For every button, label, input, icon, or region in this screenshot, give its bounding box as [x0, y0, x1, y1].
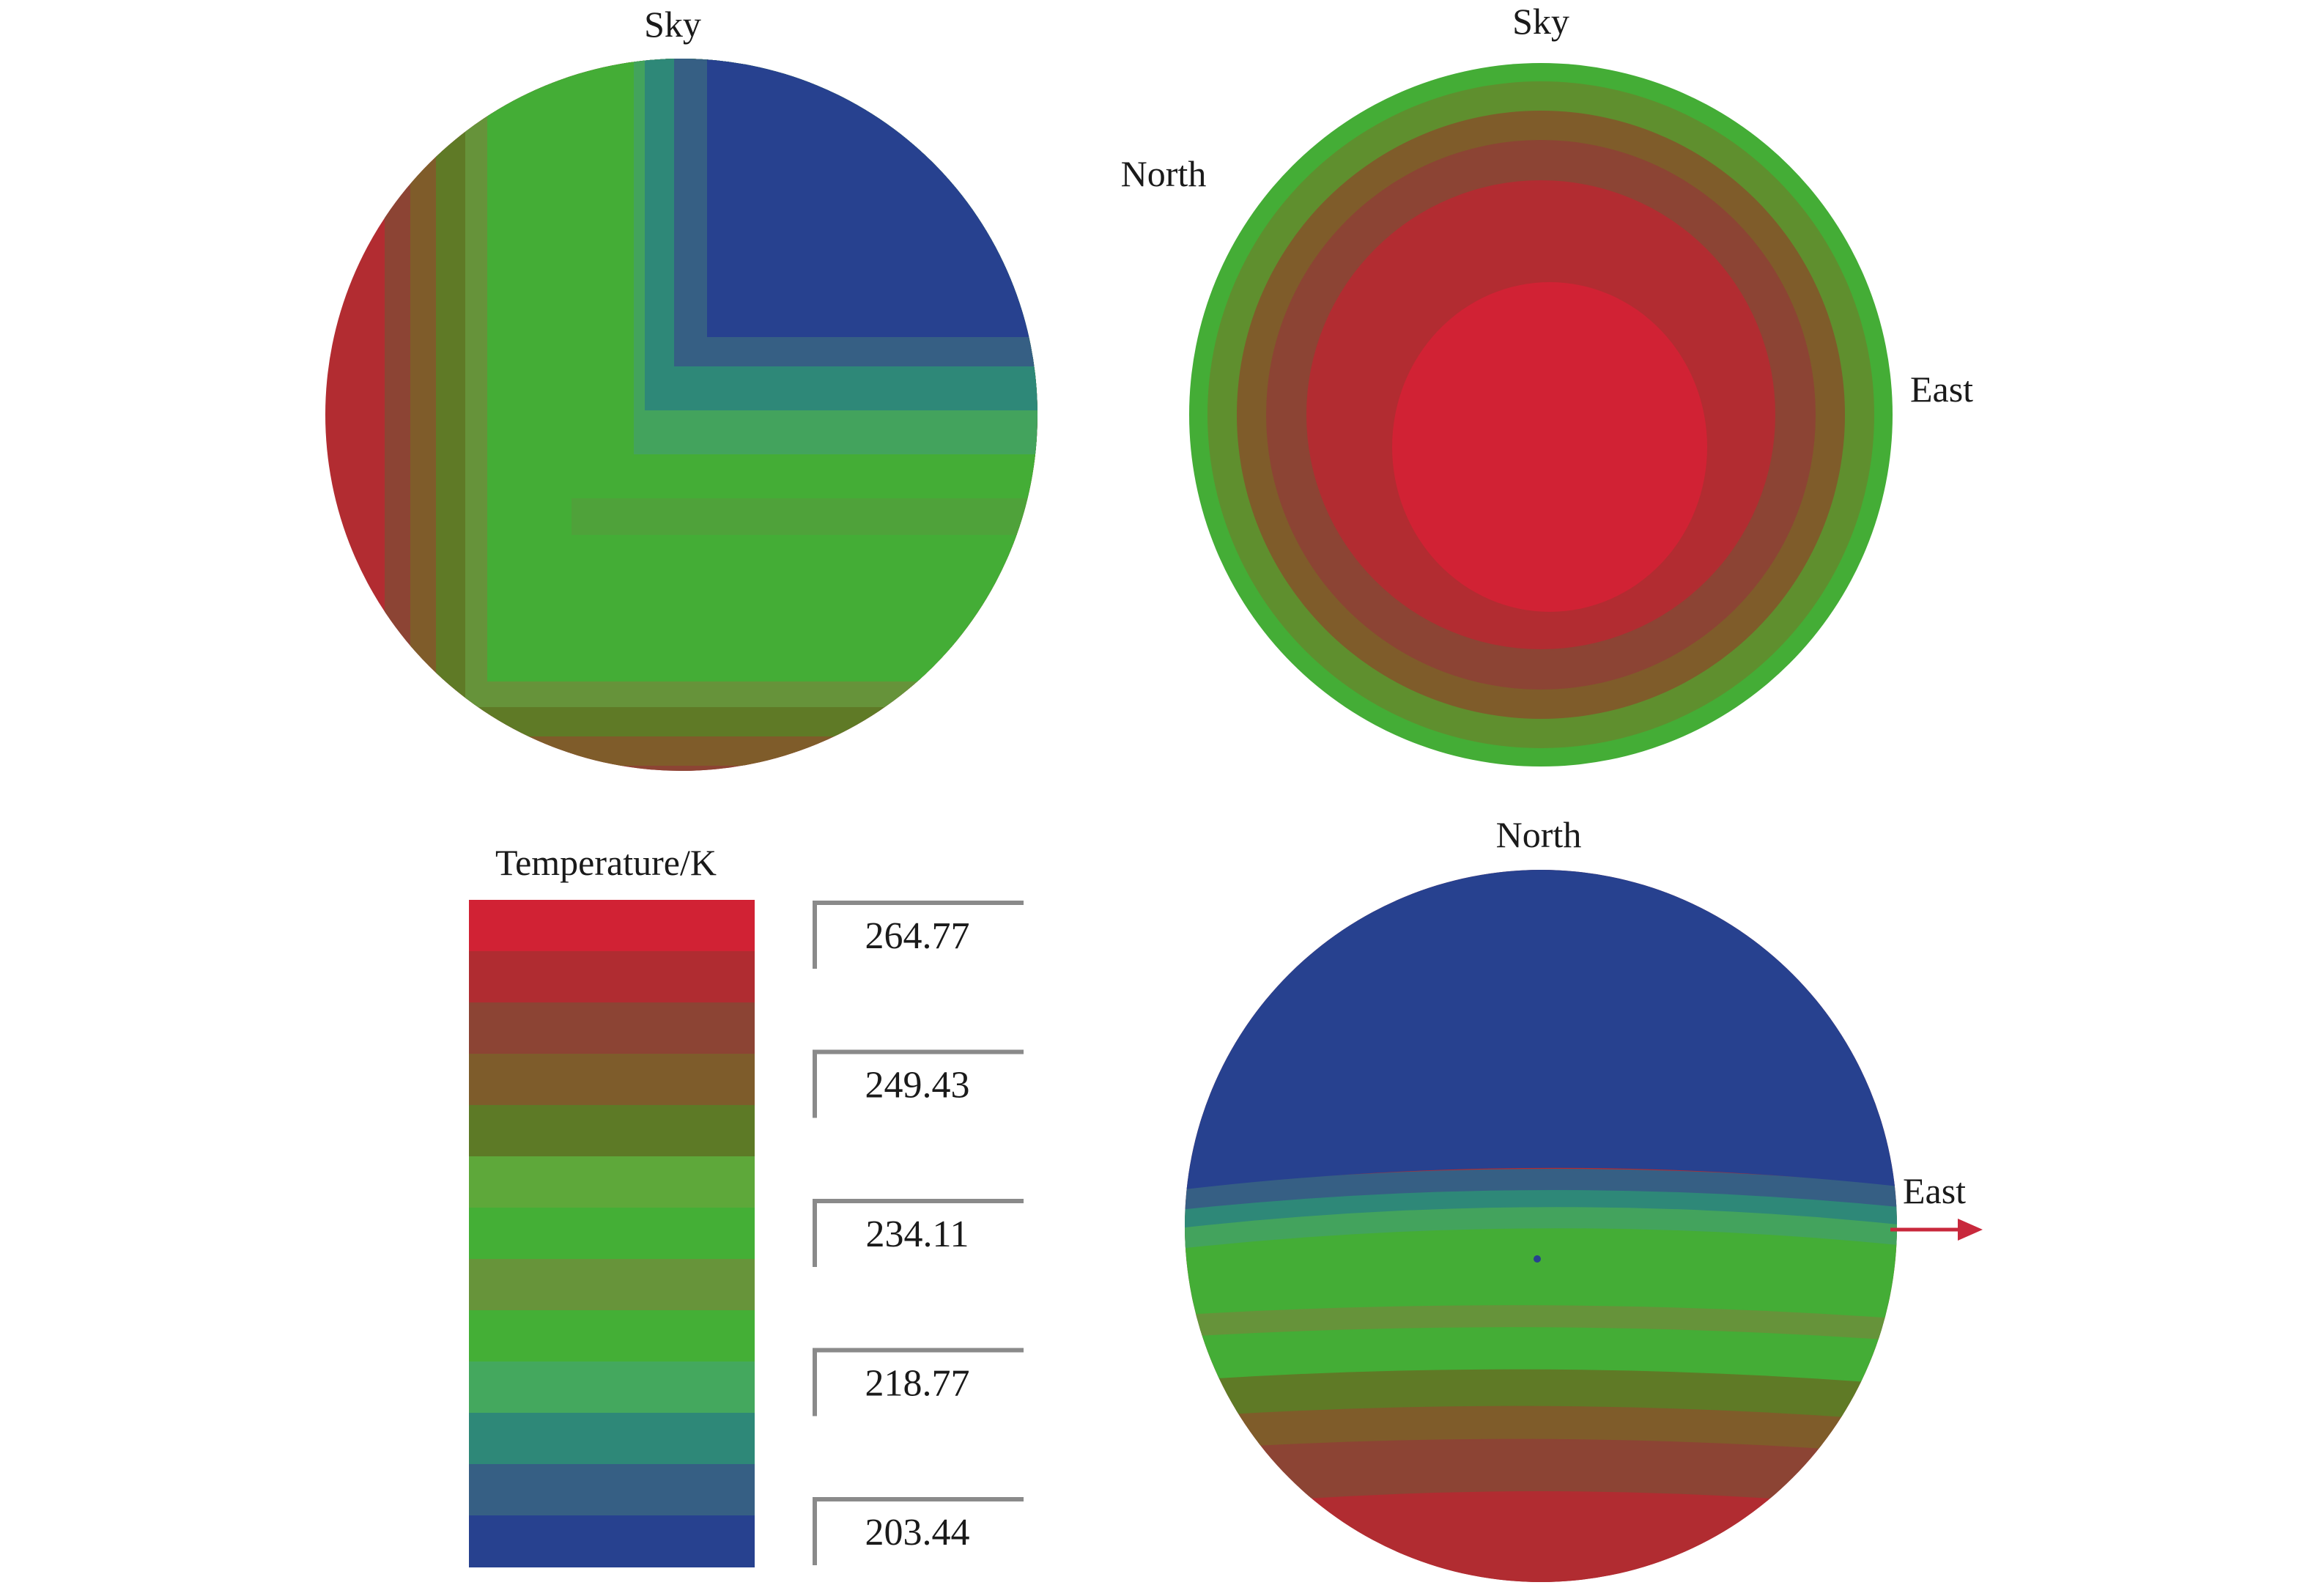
view3-east-label: East	[1903, 1170, 1966, 1211]
band-maroon	[1185, 1482, 1897, 1582]
band-olive-green	[1185, 1305, 1897, 1341]
legend-band	[469, 1413, 755, 1465]
legend-tick-label: 264.77	[865, 915, 970, 957]
legend-band	[469, 1156, 755, 1208]
legend-band	[469, 1464, 755, 1516]
view2-north-label: North	[1121, 153, 1207, 194]
legend-band	[469, 1362, 755, 1414]
legend-band	[469, 1208, 755, 1260]
band-slate	[1185, 1168, 1897, 1211]
temperature-sphere-sky-view: Sky	[325, 4, 1038, 771]
view2-top-label: Sky	[1512, 1, 1569, 42]
band-maroon-dark	[1185, 1435, 1897, 1510]
legend-band	[469, 951, 755, 1003]
legend-band	[469, 1259, 755, 1311]
legend-band	[469, 1054, 755, 1106]
band-green-stripe	[572, 498, 1038, 535]
temperature-sphere-north-view: North East	[1185, 814, 1983, 1582]
view1-top-label: Sky	[644, 4, 701, 45]
legend-band	[469, 1310, 755, 1362]
legend-band	[469, 1515, 755, 1567]
legend-title: Temperature/K	[495, 842, 717, 883]
core-hot	[1392, 282, 1707, 612]
view2-east-label: East	[1910, 369, 1973, 410]
legend-tick-bracket	[813, 901, 1024, 969]
band-blue	[1185, 870, 1897, 1191]
legend-tick-bracket	[813, 1049, 1024, 1118]
legend-tick-bracket	[813, 1497, 1024, 1565]
band-blue	[707, 59, 1038, 337]
legend-band	[469, 1002, 755, 1054]
band-olive	[1185, 1402, 1897, 1455]
legend-tick-label: 234.11	[865, 1213, 969, 1255]
legend-band	[469, 900, 755, 952]
band-dark-green	[1185, 1365, 1897, 1422]
legend-band	[469, 1105, 755, 1157]
legend-tick-bracket	[813, 1348, 1024, 1416]
view3-north-label: North	[1496, 814, 1582, 855]
band-sea-green	[1185, 1204, 1897, 1249]
legend-tick-list: 264.77 249.43 234.11 218.77 203.44	[813, 901, 1024, 1565]
band-green	[1185, 1202, 1897, 1385]
legend-tick-label: 218.77	[865, 1363, 970, 1405]
center-dot	[1534, 1255, 1541, 1263]
legend-color-bar	[469, 900, 755, 1567]
band-teal	[1185, 1189, 1897, 1229]
color-legend: Temperature/K 264.77 249.43 234.11 218.77 20…	[469, 842, 1024, 1567]
temperature-sphere-top-view: Sky North East	[1121, 1, 1973, 766]
legend-tick-bracket	[813, 1199, 1024, 1267]
legend-tick-label: 203.44	[865, 1512, 970, 1553]
east-arrow-head-icon	[1958, 1219, 1983, 1241]
legend-tick-label: 249.43	[865, 1065, 970, 1107]
